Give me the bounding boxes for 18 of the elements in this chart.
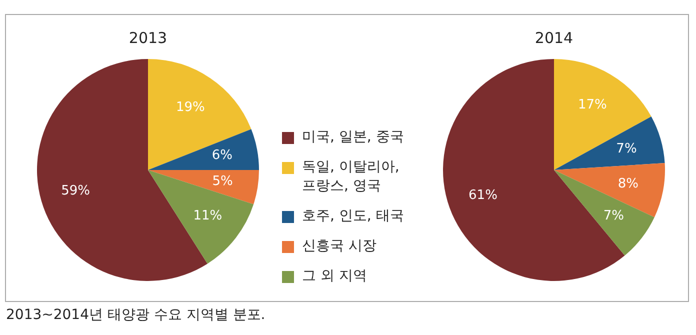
data-label: 59% [61, 183, 90, 198]
legend-label: 그 외 지역 [302, 267, 367, 286]
data-label: 61% [468, 188, 498, 203]
data-label: 11% [193, 208, 222, 224]
data-label: 5% [212, 174, 233, 190]
data-label: 7% [603, 208, 624, 224]
data-label: 17% [578, 97, 607, 112]
legend-label: 독일, 이탈리아, 프랑스, 영국 [302, 158, 400, 196]
data-label: 8% [618, 176, 638, 192]
data-label: 7% [616, 141, 637, 156]
data-label: 6% [212, 148, 232, 164]
chart-title: 2013 [128, 28, 168, 47]
data-label: 19% [176, 100, 205, 115]
legend-label: 미국, 일본, 중국 [302, 128, 404, 147]
legend-label: 신흥국 시장 [302, 237, 376, 256]
chart-title: 2014 [534, 28, 574, 47]
legend-label: 호주, 인도, 태국 [302, 207, 404, 226]
text: 2013~2014년 태양광 수요 지역별 분포. [6, 306, 266, 324]
